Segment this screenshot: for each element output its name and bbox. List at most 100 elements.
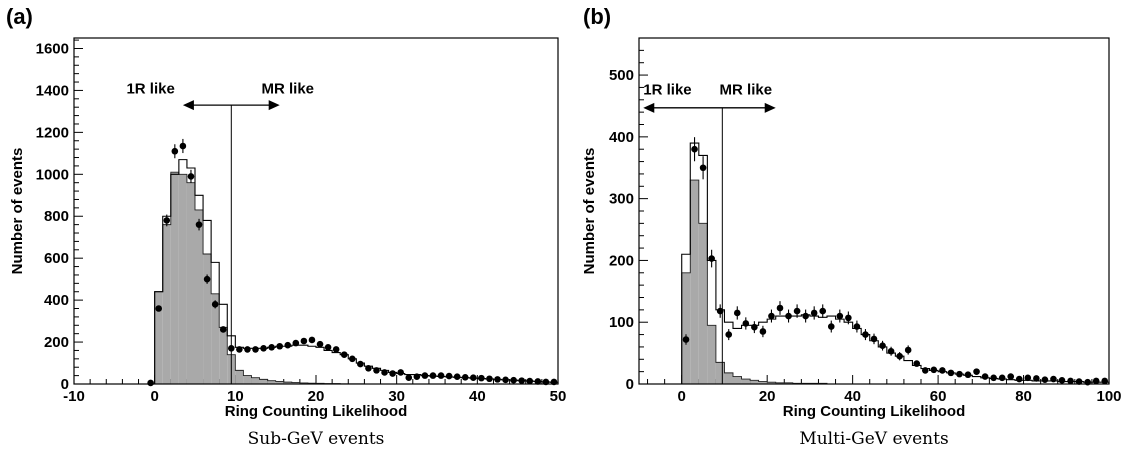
panel-b-data-point	[1015, 375, 1023, 383]
panel-a-x-tick-label: 40	[469, 388, 486, 405]
panel-b-data-point	[879, 342, 886, 349]
panel-a-y-tick-label: 1200	[36, 124, 69, 141]
panel-b-data-point	[1033, 375, 1040, 382]
panel-a-data-point	[510, 376, 517, 384]
panel-b-data-point	[990, 374, 997, 382]
panel-b-x-tick-label: 80	[1015, 388, 1032, 405]
panel-b-x-tick-label: 20	[759, 388, 776, 405]
panel-a-data-point	[316, 340, 324, 348]
panel-a-data-point	[284, 341, 292, 349]
panel-a-data-point	[461, 373, 469, 381]
panel-a-data-point	[276, 342, 284, 350]
panel-a-y-tick-label: 600	[44, 250, 69, 267]
panel-a-data-point	[470, 374, 477, 382]
panel-b-shaded-bar	[733, 376, 742, 384]
panel-b-data-point	[742, 320, 750, 327]
panel-a-data-point	[268, 344, 275, 351]
panel-a-data-point	[340, 351, 348, 358]
panel-a-data-point	[357, 360, 364, 368]
panel-b-data-point	[725, 331, 733, 338]
panel-b-y-tick-label: 100	[609, 314, 634, 331]
panel-b-y-tick-label: 0	[626, 376, 634, 393]
panel-a-shaded-bar	[154, 291, 163, 384]
panel-a-x-axis-title: Ring Counting Likelihood	[225, 403, 407, 420]
panel-a-shaded-bar	[291, 382, 300, 384]
panel-b-letter: (b)	[583, 4, 611, 29]
panel-b-shaded-bar	[707, 325, 716, 384]
panel-a-shaded-bar	[283, 382, 292, 384]
panel-b-data-point	[964, 371, 972, 379]
panel-a-shaded-bar	[162, 224, 171, 384]
panel-b-data-point	[691, 145, 698, 153]
panel-a-data-point	[389, 370, 396, 377]
panel-a-x-tick-label: -10	[63, 388, 85, 405]
panel-a-data-point	[526, 377, 534, 385]
panel-a-plot-frame	[73, 37, 559, 385]
panel-a-shaded-bar	[186, 182, 195, 384]
panel-a-caption: Sub-GeV events	[248, 429, 385, 449]
panel-b-data-point	[751, 323, 758, 331]
panel-b-data-point	[862, 331, 869, 338]
panel-a-data-points	[147, 138, 558, 387]
panel-b-x-tick-label: 0	[678, 388, 686, 405]
panel-b-data-point	[1050, 375, 1057, 383]
panel-b-data-point	[802, 312, 809, 320]
panel-a-data-point	[437, 372, 445, 379]
panel-b-shaded-bar	[724, 372, 733, 384]
panel-a-annotations: 1R like MR like	[126, 80, 314, 384]
panel-b-y-tick-label: 500	[609, 67, 634, 84]
panel-b-data-point	[699, 164, 707, 172]
panel-b-plot-frame	[638, 37, 1110, 385]
panel-a-x-tick-label: 20	[308, 388, 325, 405]
panel-b-data-point	[998, 374, 1006, 382]
panel-a-y-tick-label: 1600	[36, 40, 69, 57]
panel-b-y-tick-label: 300	[609, 191, 634, 208]
panel-b-data-point	[896, 352, 903, 360]
panel-b-data-point	[759, 328, 767, 335]
panel-a-region-label-left: 1R like	[126, 80, 174, 97]
panel-a-data-point	[486, 375, 493, 383]
panel-b-data-point	[819, 307, 827, 315]
panel-a-data-point	[445, 372, 453, 380]
panel-a-shaded-bar	[195, 209, 204, 384]
panel-a-bars	[154, 159, 559, 385]
panel-b-region-label-right: MR like	[720, 81, 773, 98]
panel-a-data-point	[373, 367, 380, 374]
panel-a-data-point	[155, 305, 162, 312]
panel-a-data-point	[236, 346, 243, 353]
panel-b-data-point	[1067, 377, 1074, 385]
panel-b-y-tick-label: 200	[609, 252, 634, 269]
panel-a-data-point	[365, 364, 372, 372]
panel-a-region-label-right: MR like	[262, 80, 315, 97]
panel-b-mc-total-line	[681, 142, 1110, 384]
panel-a-shaded-bar	[267, 380, 276, 384]
panel-a-x-tick-label: 50	[550, 388, 567, 405]
panel-a-arrow-head-left	[182, 100, 194, 111]
panel-a-shaded-bar	[203, 253, 212, 384]
panel-a-shaded-bar	[259, 379, 268, 384]
panel-a-data-point	[421, 372, 429, 379]
panel-a-data-point	[163, 217, 171, 224]
panel-b-data-point	[1007, 373, 1015, 380]
panel-b-data-point	[1041, 376, 1049, 383]
panel-b-arrow-head-left	[643, 102, 655, 113]
panel-b-data-point	[845, 314, 852, 322]
panel-b-data-points	[682, 137, 1109, 386]
panel-b-x-tick-label: 60	[930, 388, 947, 405]
panel-a-data-point	[349, 355, 356, 363]
panel-b-y-ticks: 0 100 200 300 400 500	[609, 37, 648, 393]
panel-a-y-tick-label: 400	[44, 292, 69, 309]
panel-a-letter: (a)	[6, 4, 33, 29]
panel-a-y-tick-label: 0	[61, 376, 69, 393]
panel-b-shaded-bar	[758, 381, 768, 384]
panel-b-data-point	[956, 370, 963, 378]
panel-a-data-point	[502, 376, 509, 384]
panel-b-y-axis-title: Number of events	[581, 148, 598, 275]
panel-b-shaded-bar	[750, 380, 759, 384]
panel-b-y-tick-label: 400	[609, 129, 634, 146]
panel-a-y-tick-label: 800	[44, 208, 69, 225]
panel-a-x-tick-label: 0	[150, 388, 158, 405]
panel-a-data-point	[332, 346, 340, 353]
